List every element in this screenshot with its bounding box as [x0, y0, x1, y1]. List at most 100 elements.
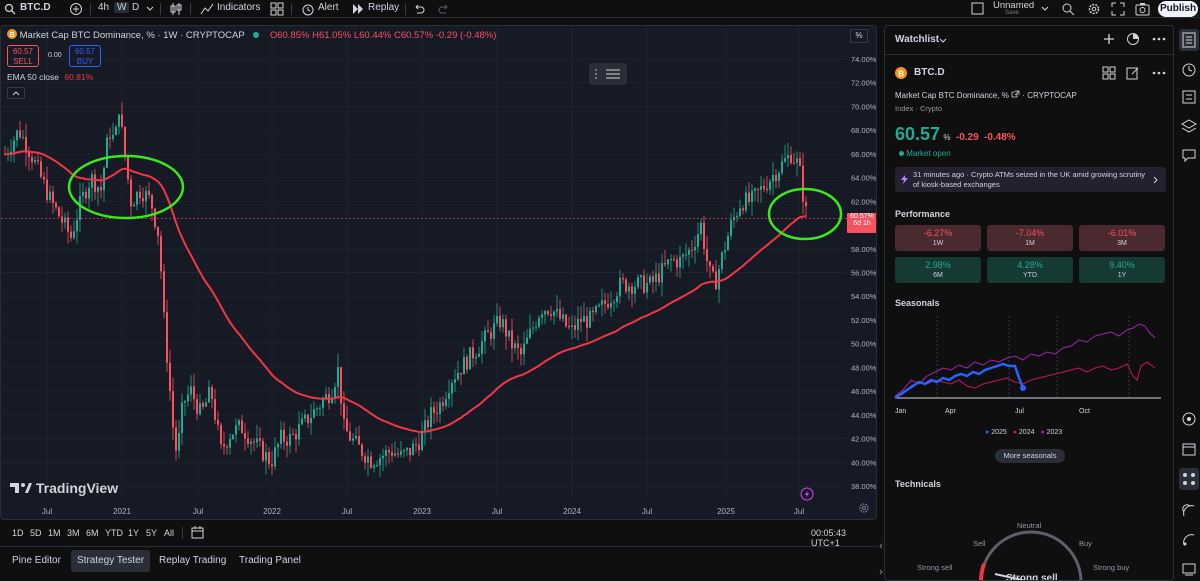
sell-button[interactable]: 60.57 SELL — [7, 45, 39, 67]
candle-body — [739, 208, 741, 216]
watchlist-title[interactable]: Watchlist — [895, 34, 940, 45]
candle-body — [481, 341, 483, 354]
redo-icon[interactable] — [438, 3, 450, 15]
utc-clock[interactable]: 00:05:43 UTC+1 — [811, 528, 847, 548]
chart-pane[interactable]: 74.00% 72.00% 70.00% 68.00% 66.00% 64.00% 62.0… — [0, 25, 877, 520]
tab-strategy-tester[interactable]: Strategy Tester — [71, 550, 151, 572]
bitcoin-logo-icon: B — [895, 67, 907, 79]
replay-icon[interactable] — [351, 2, 365, 16]
detail-grid-icon[interactable] — [1102, 66, 1116, 80]
tradingview-watermark[interactable]: TradingView — [10, 480, 118, 496]
templates-grid-icon[interactable] — [270, 2, 284, 16]
detail-exchange[interactable]: CRYPTOCAP — [1027, 91, 1077, 100]
symbol-title[interactable]: Market Cap BTC Dominance, % · 1W · CRYPT… — [19, 30, 245, 41]
range-all-button[interactable]: All — [164, 528, 175, 538]
lightning-event-icon[interactable] — [800, 487, 814, 501]
layout-chevron-down-icon[interactable] — [1041, 6, 1049, 12]
alerts-clock-icon[interactable] — [1181, 61, 1197, 77]
range-1y-button[interactable]: 1Y — [128, 528, 140, 538]
tab-replay-trading[interactable]: Replay Trading — [159, 555, 227, 566]
advanced-view-icon[interactable] — [1126, 32, 1140, 46]
candle-body — [502, 319, 504, 328]
seasonals-title[interactable]: Seasonals — [895, 298, 940, 308]
watchlist-chevron-down-icon[interactable] — [939, 38, 947, 44]
seasonals-chart[interactable]: Jan Apr Jul Oct — [893, 310, 1168, 420]
range-5d-button[interactable]: 5D — [30, 528, 42, 538]
indicators-button[interactable]: Indicators — [217, 2, 261, 13]
drawing-tools-toggle[interactable] — [589, 63, 627, 85]
range-6m-button[interactable]: 6M — [86, 528, 99, 538]
candle-body — [496, 315, 498, 324]
fullscreen-icon[interactable] — [1111, 2, 1125, 16]
range-1m-button[interactable]: 1M — [48, 528, 61, 538]
layers-icon[interactable] — [1181, 118, 1197, 134]
candle-body — [40, 161, 42, 177]
price-chart[interactable]: 74.00% 72.00% 70.00% 68.00% 66.00% 64.00% 62.0… — [1, 26, 877, 520]
candles-chart-type-icon[interactable] — [170, 2, 182, 16]
tab-trading-panel[interactable]: Trading Panel — [239, 555, 301, 566]
interval-4h-button[interactable]: 4h — [98, 2, 110, 13]
candle-body — [316, 408, 318, 410]
interval-d-button[interactable]: D — [132, 2, 140, 13]
symbol-search-button[interactable]: BTC.D — [20, 2, 51, 13]
add-symbol-plus-icon[interactable] — [1103, 33, 1115, 45]
range-1d-button[interactable]: 1D — [12, 528, 24, 538]
camera-snapshot-icon[interactable] — [1135, 2, 1150, 16]
products-button[interactable] — [1179, 468, 1199, 490]
help-chat-icon[interactable] — [1181, 561, 1197, 577]
alert-button[interactable]: Alert — [318, 2, 339, 13]
range-3m-button[interactable]: 3M — [67, 528, 80, 538]
go-to-date-calendar-icon[interactable] — [191, 526, 204, 539]
ideas-stream-icon[interactable] — [1181, 532, 1197, 548]
external-link-icon[interactable] — [1011, 90, 1020, 98]
price-scale-unit[interactable]: % — [850, 29, 868, 43]
detail-symbol[interactable]: BTC.D — [914, 67, 945, 78]
hotlists-target-icon[interactable] — [1181, 411, 1197, 427]
panel-resize-handles[interactable] — [879, 540, 883, 580]
chevron-down-icon[interactable] — [146, 6, 154, 12]
price-axis[interactable] — [847, 26, 877, 520]
candle-body — [196, 399, 198, 414]
chat-bubble-icon[interactable] — [1181, 147, 1197, 163]
publish-button[interactable]: Publish — [1158, 1, 1198, 17]
range-5y-button[interactable]: 5Y — [146, 528, 158, 538]
candle-body — [97, 187, 99, 192]
interval-w-button[interactable]: W — [114, 2, 130, 13]
chart-settings-gear-icon[interactable] — [858, 502, 870, 514]
buy-button[interactable]: 60.57 BUY — [69, 45, 101, 67]
edit-note-icon[interactable] — [1126, 66, 1140, 80]
indicators-icon[interactable] — [200, 2, 214, 16]
seasonal-legend-2025: 2025 — [991, 429, 1007, 436]
bottom-panel-tabs: Pine Editor Strategy Tester Replay Tradi… — [0, 546, 877, 573]
more-seasonals-button[interactable]: More seasonals — [995, 449, 1065, 463]
seasonal-month-apr: Apr — [945, 408, 957, 415]
time-tick-label: Jul — [342, 507, 352, 516]
collapse-legend-button[interactable] — [7, 87, 25, 99]
watchlist-toolbar-button[interactable] — [1179, 29, 1199, 51]
object-tree-icon[interactable] — [1181, 89, 1197, 105]
ohlc-low: L60.44% — [353, 30, 392, 41]
layout-icon[interactable] — [971, 2, 984, 15]
ema-indicator-name[interactable]: EMA 50 close — [7, 72, 59, 82]
tab-pine-editor[interactable]: Pine Editor — [12, 555, 61, 566]
search-icon[interactable] — [4, 3, 16, 15]
calendar-icon[interactable] — [1181, 441, 1197, 457]
layout-name[interactable]: Unnamed — [993, 0, 1035, 11]
settings-gear-icon[interactable] — [1087, 2, 1101, 16]
compare-add-icon[interactable] — [69, 2, 83, 16]
replay-button[interactable]: Replay — [368, 2, 400, 13]
signal-wave-icon[interactable] — [1181, 503, 1197, 519]
gauge-label-sell: Sell — [973, 539, 986, 548]
range-ytd-button[interactable]: YTD — [105, 528, 123, 538]
detail-more-icon[interactable] — [1152, 71, 1166, 75]
candle-body — [223, 444, 225, 447]
flash-news-icon — [901, 175, 908, 184]
news-banner[interactable]: 31 minutes ago · Crypto ATMs seized in t… — [895, 167, 1166, 192]
undo-icon[interactable] — [413, 3, 425, 15]
alarm-clock-icon[interactable] — [301, 2, 315, 16]
candle-body — [298, 424, 300, 440]
quick-search-icon[interactable] — [1061, 2, 1075, 16]
technicals-title[interactable]: Technicals — [895, 479, 941, 489]
candle-body — [688, 249, 690, 255]
more-options-icon[interactable] — [1152, 37, 1166, 41]
